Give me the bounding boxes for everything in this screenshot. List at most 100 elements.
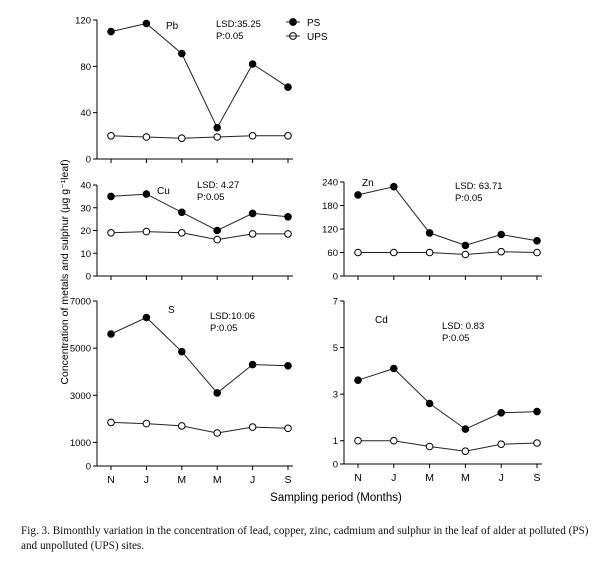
y-tick-label: 30: [80, 203, 91, 214]
data-point-ps: [354, 376, 362, 385]
x-tick-label: M: [177, 474, 186, 486]
panel-label-cd: Cd: [375, 315, 388, 326]
data-point-ps: [390, 182, 398, 191]
data-point-ps: [284, 213, 292, 221]
data-point-ups: [213, 429, 221, 437]
lsd-annotation: LSD: 63.71: [455, 181, 503, 192]
x-tick-label: J: [144, 474, 149, 486]
x-tick-label: N: [107, 474, 115, 486]
y-tick-label: 0: [333, 272, 338, 283]
data-point-ups: [178, 229, 186, 237]
y-tick-label: 240: [322, 178, 338, 189]
panel-label-s: S: [168, 305, 175, 316]
data-point-ups: [284, 424, 292, 433]
series-line-ups: [110, 135, 288, 139]
p-annotation: P:0.05: [455, 193, 482, 204]
series-line-ups: [358, 251, 538, 256]
panel-label-zn: Zn: [362, 178, 374, 189]
y-tick-label: 7: [333, 297, 338, 308]
panel-cu: 0 10 20 30 40 Cu LSD: 4.27P:0.05: [80, 180, 293, 283]
series-line-ps: [110, 22, 289, 129]
lsd-annotation: LSD: 4.27: [197, 180, 239, 191]
panel-label-pb: Pb: [166, 21, 179, 32]
data-point-ups: [142, 227, 151, 236]
data-point-ups: [284, 132, 292, 140]
data-point-ups: [461, 447, 470, 456]
data-point-ps: [425, 229, 434, 237]
data-point-ups: [248, 230, 257, 238]
data-point-ps: [248, 360, 257, 369]
data-point-ps: [213, 226, 221, 235]
lsd-annotation: LSD:10.06: [210, 311, 255, 322]
y-tick-label: 1: [333, 436, 338, 447]
data-point-ups: [497, 247, 506, 256]
data-point-ups: [107, 229, 115, 237]
data-point-ups: [425, 442, 434, 451]
data-point-ups: [390, 436, 398, 445]
y-tick-label: 40: [80, 181, 91, 192]
data-point-ps: [390, 364, 398, 373]
data-point-ps: [425, 399, 434, 408]
x-tick-label: M: [461, 472, 470, 484]
data-point-ps: [178, 49, 186, 58]
data-point-ps: [142, 19, 151, 28]
series-line-ups: [358, 440, 538, 452]
data-point-ps: [213, 123, 221, 132]
data-point-ps: [461, 425, 470, 433]
data-point-ups: [497, 440, 506, 449]
series-line-ups: [110, 231, 288, 241]
data-point-ps: [142, 190, 151, 198]
x-tick-label: N: [354, 472, 362, 484]
data-point-ups: [248, 423, 257, 431]
y-tick-label: 120: [322, 225, 338, 236]
data-point-ps: [533, 407, 541, 416]
x-tick-label: S: [284, 474, 291, 486]
panel-pb: 0 40 80 120 Pb LSD:35.25P:0.05: [75, 16, 293, 166]
data-point-ups: [213, 235, 221, 244]
data-point-ups: [354, 436, 362, 445]
y-tick-label: 20: [80, 226, 91, 237]
p-annotation: P:0.05: [197, 192, 224, 203]
y-tick-label: 60: [327, 248, 338, 259]
y-tick-label: 0: [86, 272, 91, 283]
data-point-ps: [248, 60, 257, 68]
data-point-ups: [178, 422, 186, 430]
panel-s: 0 1000 3000 5000 7000 N J M M J S S LSD:10.06P:0.05: [70, 297, 293, 486]
data-point-ps: [284, 83, 292, 91]
figure-caption: Fig. 3. Bimonthly variation in the conce…: [21, 525, 589, 552]
data-point-ups: [178, 134, 186, 142]
p-annotation: P:0.05: [210, 323, 237, 334]
data-point-ups: [142, 133, 151, 141]
data-point-ps: [354, 191, 362, 199]
data-point-ups: [354, 248, 362, 257]
lsd-annotation: LSD:35.25: [216, 19, 261, 30]
y-tick-label: 5000: [70, 344, 91, 355]
data-point-ups: [390, 248, 398, 257]
data-point-ups: [461, 250, 470, 259]
y-axis-label: Concentration of metals and sulphur (µg …: [59, 159, 71, 384]
panel-cd: 0 1 3 5 7 N J M M J S Cd LSD: 0.83P:0.05: [333, 297, 542, 484]
data-point-ps: [178, 347, 186, 356]
data-point-ps: [107, 330, 115, 338]
p-annotation: P:0.05: [216, 31, 243, 42]
data-point-ps: [497, 409, 506, 417]
x-axis-label: Sampling period (Months): [270, 492, 402, 504]
data-point-ps: [213, 389, 221, 397]
x-tick-label: S: [533, 472, 540, 484]
data-point-ups: [425, 248, 434, 257]
legend-label-ups: UPS: [307, 32, 328, 43]
data-point-ps: [107, 27, 115, 36]
y-tick-label: 5: [333, 343, 338, 354]
x-tick-label: J: [499, 472, 504, 484]
lsd-annotation: LSD: 0.83: [442, 321, 484, 332]
data-point-ups: [284, 230, 292, 238]
data-point-ps: [284, 362, 292, 370]
x-tick-label: M: [425, 472, 434, 484]
data-point-ups: [248, 132, 257, 140]
y-tick-label: 0: [333, 460, 338, 471]
y-tick-label: 3: [333, 390, 338, 401]
data-point-ups: [107, 132, 115, 140]
data-point-ups: [107, 418, 115, 427]
